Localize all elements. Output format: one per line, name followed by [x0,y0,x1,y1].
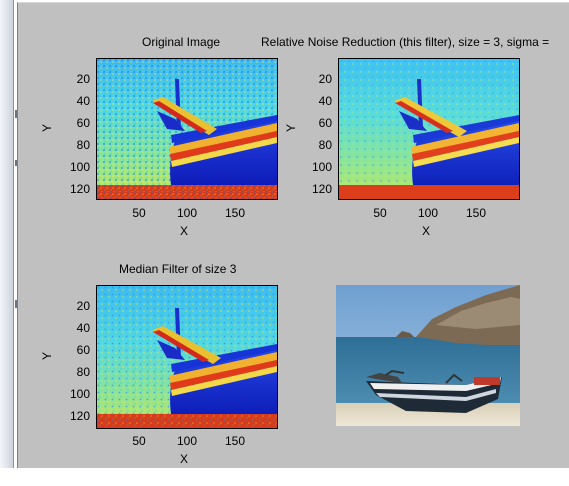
xtick-median: 50 [132,434,146,448]
ytick-original: 60 [76,116,90,130]
xtick-original: 100 [176,206,198,220]
jet-image-relative-noise [339,59,519,199]
xlabel-original: X [180,224,189,238]
xtick-original: 150 [224,206,246,220]
ytick-relative-noise: 120 [311,182,332,196]
border-mark [15,160,18,166]
ylabel-median: Y [40,351,55,361]
xtick-median: 150 [224,434,246,448]
ytick-relative-noise: 20 [318,72,332,86]
ytick-median: 40 [76,321,90,335]
plot-title-original: Original Image [142,35,221,49]
xtick-relative-noise: 100 [417,206,439,220]
jet-image-original [97,59,277,199]
ytick-original: 100 [69,160,90,174]
ytick-original: 40 [76,94,90,108]
xtick-median: 100 [176,434,198,448]
ytick-original: 120 [69,182,90,196]
window-left-border [0,0,18,486]
xtick-relative-noise: 150 [465,206,487,220]
plot-title-relative-noise: Relative Noise Reduction (this filter), … [261,35,550,49]
ytick-original: 80 [76,138,90,152]
ytick-relative-noise: 100 [311,160,332,174]
ytick-relative-noise: 40 [318,94,332,108]
plot-title-median: Median Filter of size 3 [119,262,237,276]
ytick-relative-noise: 60 [318,116,332,130]
image-axes-original[interactable] [96,58,278,200]
border-mark [15,300,18,308]
ytick-median: 120 [69,409,90,423]
xlabel-median: X [180,452,189,466]
xtick-original: 50 [132,206,146,220]
window-bottom-strip [0,468,569,486]
ylabel-original: Y [40,123,55,133]
ylabel-relative-noise: Y [284,123,299,133]
window-edge [13,0,14,486]
ytick-median: 20 [76,299,90,313]
figure-canvas: Original Image Y 20 40 60 80 100 120 [17,2,569,469]
image-axes-median[interactable] [96,285,278,429]
xlabel-relative-noise: X [422,224,431,238]
border-mark [15,110,18,118]
ytick-original: 20 [76,72,90,86]
ytick-median: 60 [76,343,90,357]
jet-image-median [97,286,277,428]
boat-photo[interactable] [336,285,520,426]
xtick-relative-noise: 50 [373,206,387,220]
image-axes-relative-noise[interactable] [338,58,520,200]
ytick-relative-noise: 80 [318,138,332,152]
ytick-median: 80 [76,365,90,379]
ytick-median: 100 [69,387,90,401]
boat-photo-image [336,285,520,426]
